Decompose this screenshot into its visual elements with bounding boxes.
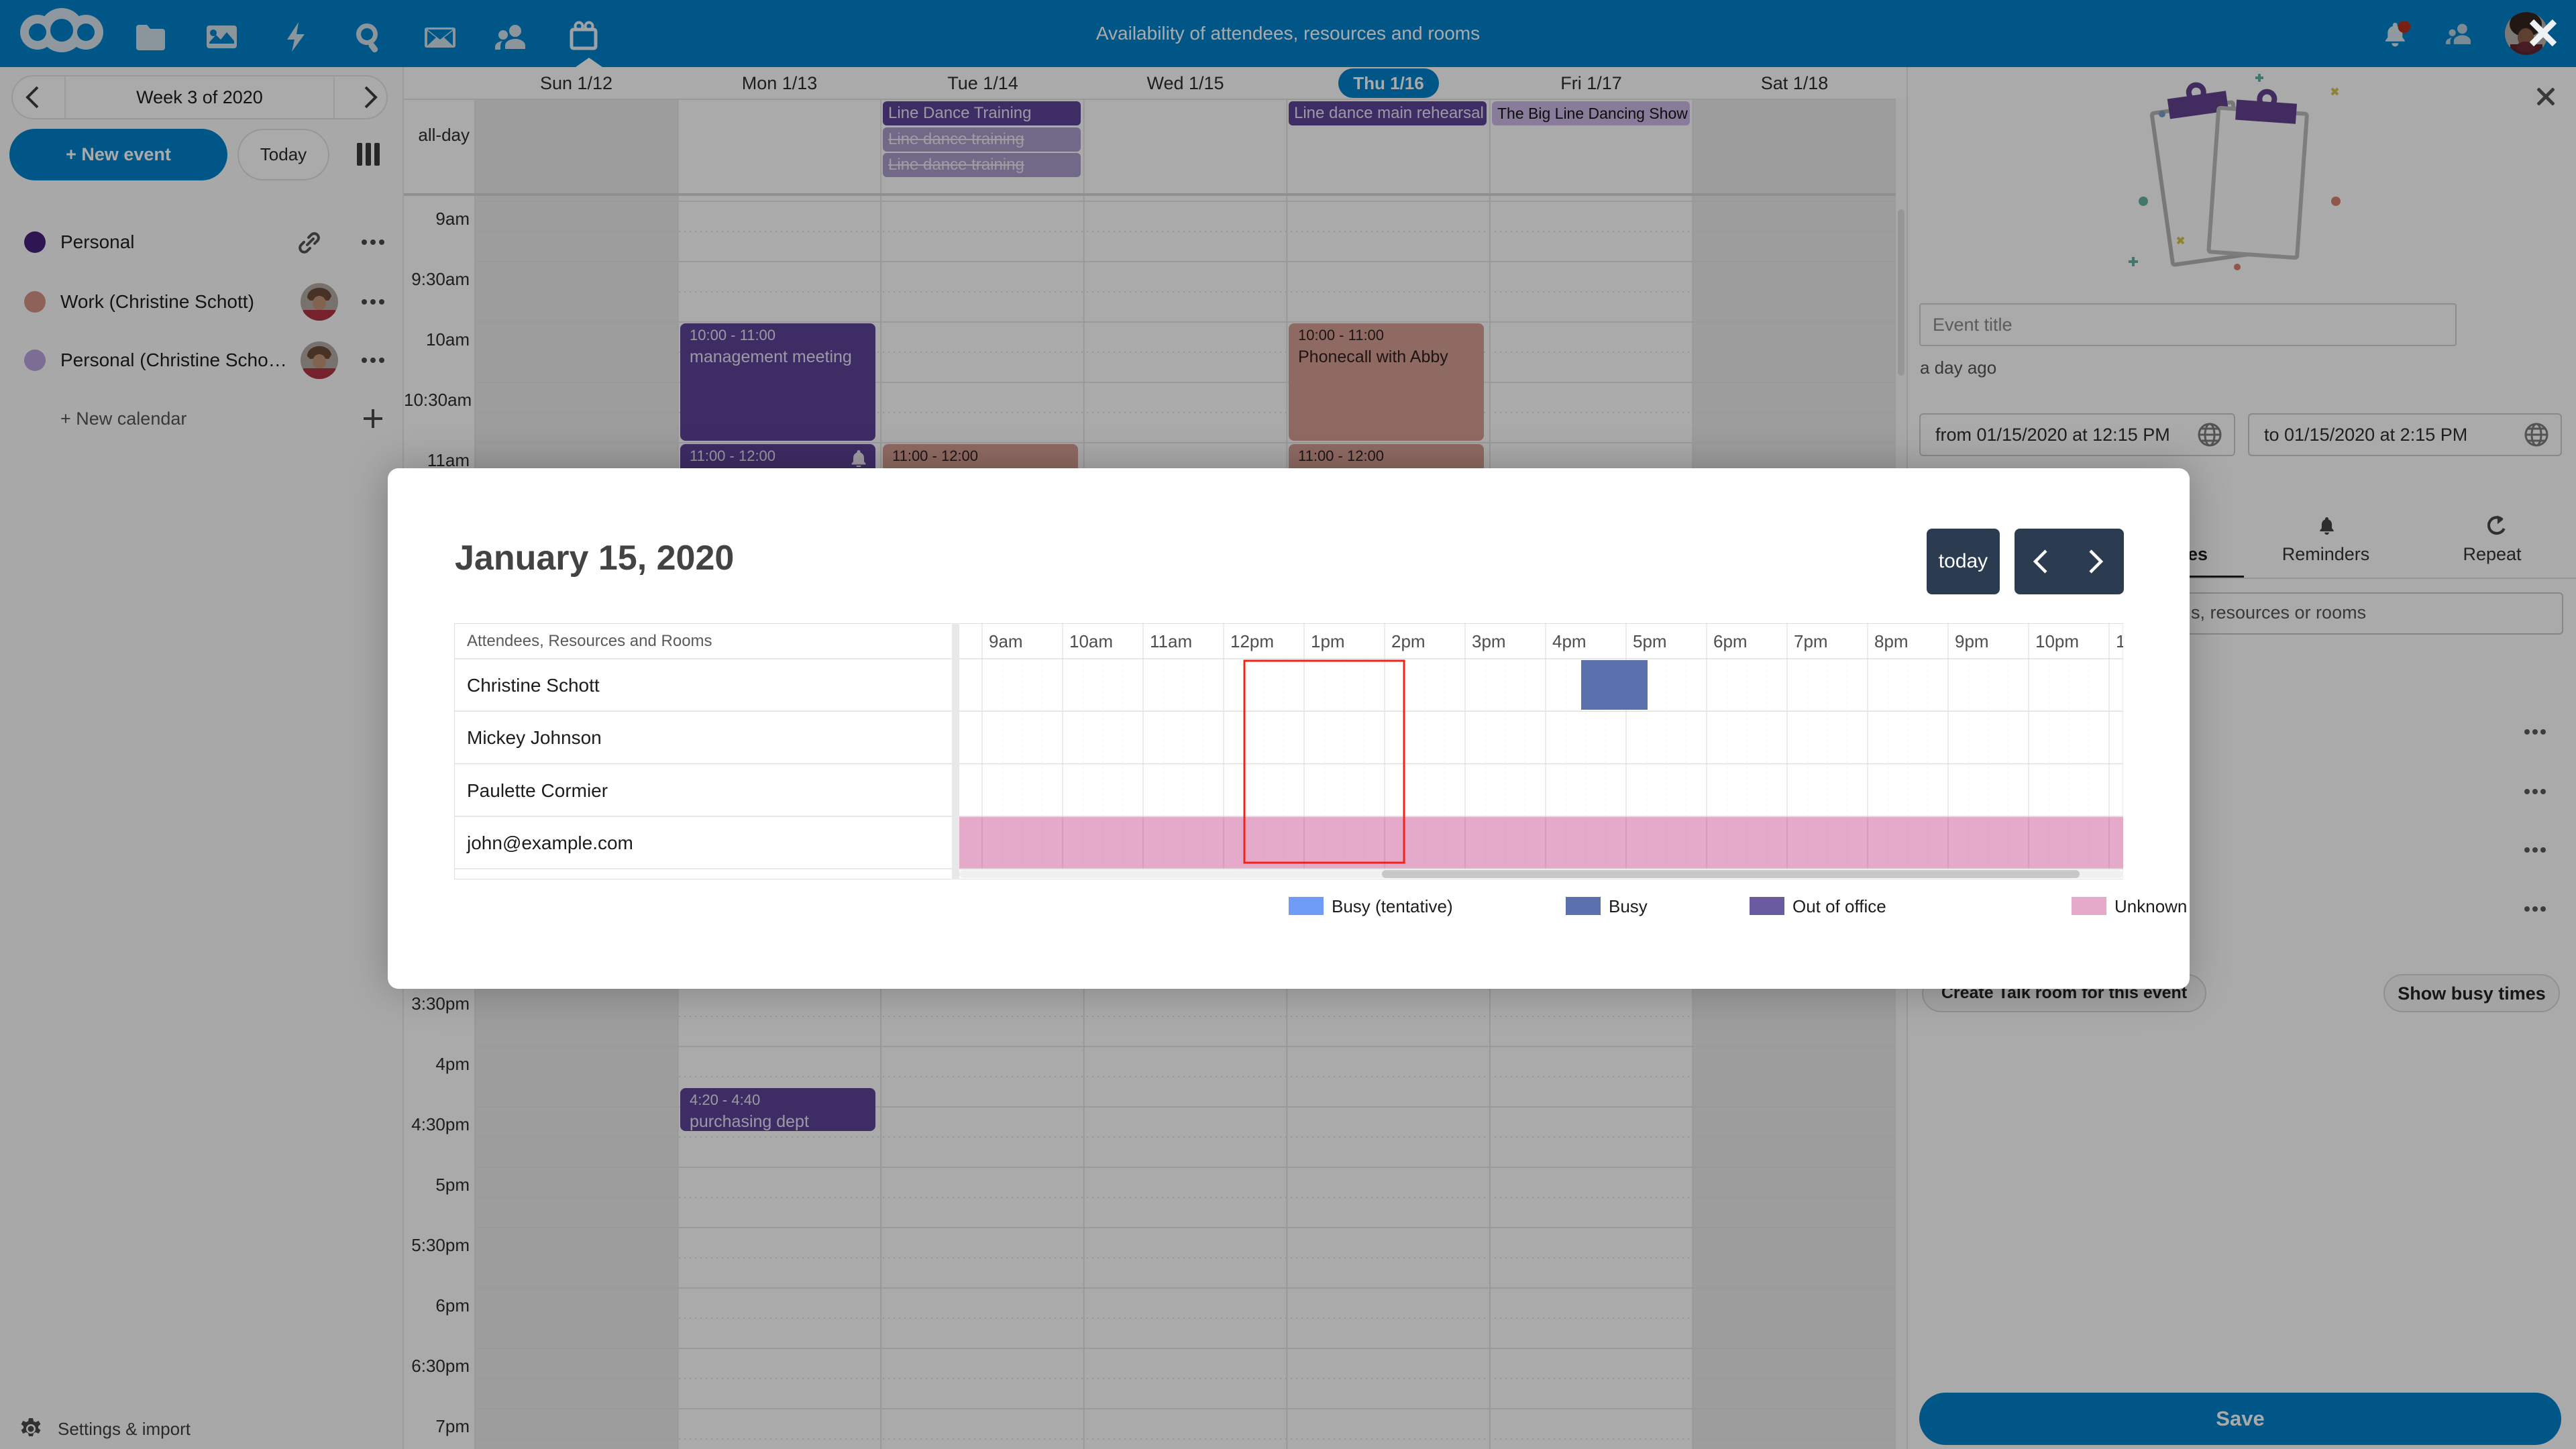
svg-text:2pm: 2pm (1391, 631, 1426, 651)
svg-text:4pm: 4pm (1552, 631, 1587, 651)
svg-text:3pm: 3pm (1472, 631, 1506, 651)
svg-text:10am: 10am (1069, 631, 1113, 651)
svg-text:11pm: 11pm (2116, 631, 2123, 651)
svg-text:11am: 11am (1150, 631, 1192, 651)
svg-text:5pm: 5pm (1633, 631, 1667, 651)
svg-text:9am: 9am (989, 631, 1023, 651)
svg-text:10pm: 10pm (2035, 631, 2079, 651)
svg-text:12pm: 12pm (1230, 631, 1274, 651)
svg-text:9pm: 9pm (1955, 631, 1989, 651)
svg-text:7pm: 7pm (1794, 631, 1828, 651)
svg-text:6pm: 6pm (1713, 631, 1748, 651)
svg-text:8pm: 8pm (1874, 631, 1909, 651)
svg-text:1pm: 1pm (1311, 631, 1345, 651)
